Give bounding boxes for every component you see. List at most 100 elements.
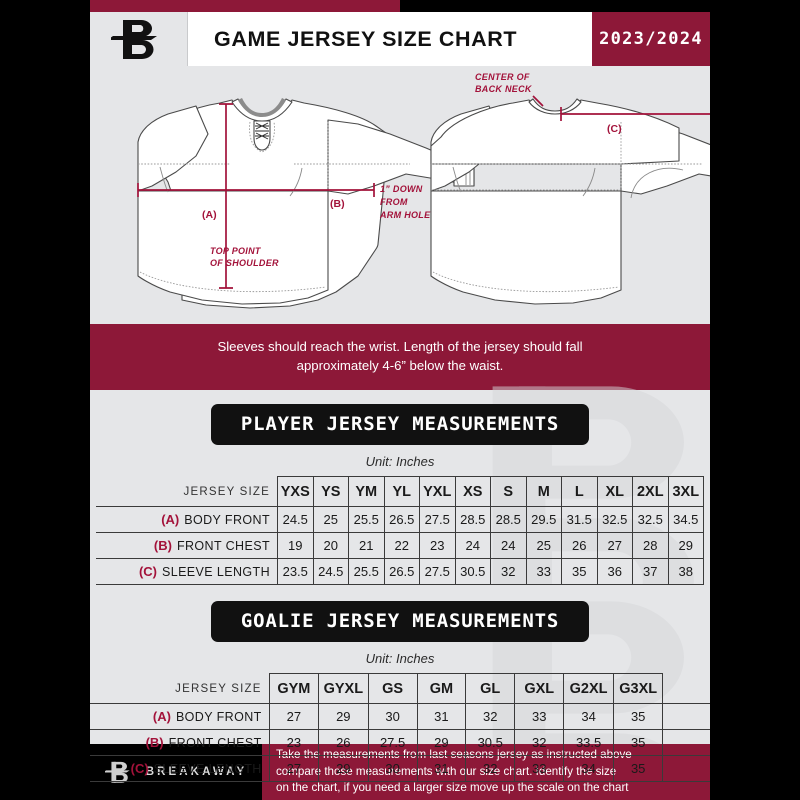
- goalie-table-body: JERSEY SIZE GYM GYXL GS GM GL GXL G2XL G3XL (A) BO…: [90, 673, 710, 783]
- measurement-cell: 26: [561, 532, 598, 560]
- back-jersey-illustration: (C) CENTER OF BACK NECK: [430, 72, 710, 305]
- table-row: (B) FRONT CHEST 19 20 21 22 23 24 24 25 26 27 28 29: [96, 532, 704, 560]
- top-strip-black: [400, 0, 710, 12]
- measurement-cell: 28.5: [490, 506, 527, 534]
- measurement-cell: 30.5: [465, 729, 516, 757]
- measurement-cell: 23: [268, 729, 319, 757]
- measurement-label-cell: (B) FRONT CHEST: [90, 729, 270, 757]
- measurement-cell: 26.5: [383, 558, 420, 586]
- measurement-tag: (B): [153, 538, 172, 554]
- measurement-label-cell: (A) BODY FRONT: [90, 703, 270, 731]
- table-header-row: JERSEY SIZE GYM GYXL GS GM GL GXL G2XL G3XL: [90, 673, 710, 705]
- footer-line3: on the chart, if you need a larger size …: [276, 781, 629, 795]
- measurement-cell: 32: [465, 703, 516, 731]
- title-container: GAME JERSEY SIZE CHART: [187, 12, 592, 66]
- measurement-cell: 29: [416, 729, 467, 757]
- measurement-tag: (A): [152, 709, 171, 725]
- player-unit: Unit: Inches: [365, 454, 435, 470]
- measurement-cell: 35: [612, 729, 664, 757]
- measurement-cell: 34: [563, 755, 614, 783]
- page-header: GAME JERSEY SIZE CHART 2023/2024: [90, 12, 710, 66]
- fit-note-band: Sleeves should reach the wrist. Length o…: [90, 324, 710, 391]
- jersey-size-label: JERSEY SIZE: [90, 673, 270, 705]
- size-header-cell: S: [490, 476, 527, 508]
- size-header-cell: YXL: [419, 476, 456, 508]
- size-header-cell: YS: [312, 476, 349, 508]
- measurement-tag: (C): [130, 761, 149, 777]
- player-table-body: JERSEY SIZE YXS YS YM YL YXL XS S M L XL 2XL 3XL (A) B…: [96, 476, 704, 586]
- measurement-name: FRONT CHEST: [168, 736, 262, 751]
- measurement-cell: 32.5: [632, 506, 669, 534]
- size-header-cell: YXS: [277, 476, 314, 508]
- measurement-cell: 31.5: [561, 506, 598, 534]
- fit-note-line1: Sleeves should reach the wrist. Length o…: [217, 339, 583, 354]
- size-header-cell: XL: [596, 476, 633, 508]
- measurement-cell: 25: [312, 506, 349, 534]
- measurement-cell: 31: [416, 755, 467, 783]
- size-header-cell: YL: [383, 476, 420, 508]
- jersey-size-label: JERSEY SIZE: [96, 476, 278, 508]
- measurement-name: BODY FRONT: [175, 710, 262, 725]
- marker-c: (C): [607, 123, 622, 135]
- measurement-cell: 32: [465, 755, 516, 783]
- size-chart-page: GAME JERSEY SIZE CHART 2023/2024 .out{fi…: [90, 0, 710, 800]
- measurement-cell: 27.5: [419, 506, 456, 534]
- measurement-cell: 27.5: [419, 558, 456, 586]
- size-header-cell: 2XL: [632, 476, 669, 508]
- measurement-label-cell: (C) SLEEVE LENGTH: [90, 755, 270, 783]
- label-b-line2: FROM: [380, 197, 408, 207]
- measurement-cell: 21: [348, 532, 385, 560]
- empty-cell: [662, 673, 710, 705]
- measurement-cell: 35: [561, 558, 598, 586]
- table-header-row: JERSEY SIZE YXS YS YM YL YXL XS S M L XL 2XL 3XL: [96, 476, 704, 508]
- measurement-cell: 32: [514, 729, 565, 757]
- size-header-cell: YM: [348, 476, 385, 508]
- dimension-a: (A) TOP POINT OF SHOULDER: [202, 103, 279, 289]
- season-container: 2023/2024: [592, 12, 710, 66]
- measurement-cell: 30: [367, 755, 418, 783]
- measurement-label-cell: (B) FRONT CHEST: [96, 532, 278, 560]
- size-header-cell: G2XL: [563, 673, 614, 705]
- table-row: (A) BODY FRONT 27 29 30 31 32 33 34 35: [90, 703, 710, 731]
- measurement-cell: 31: [416, 703, 467, 731]
- label-b-line3: ARM HOLE: [379, 210, 431, 220]
- measurement-name: BODY FRONT: [184, 513, 270, 528]
- dimension-b: (B) 1” DOWN FROM ARM HOLE: [137, 183, 431, 220]
- measurement-cell: 32.5: [596, 506, 633, 534]
- table-row: (C) SLEEVE LENGTH 23.5 24.5 25.5 26.5 27.5 30.5…: [96, 558, 704, 586]
- measurement-cell: 26.5: [383, 506, 420, 534]
- measurement-cell: 34: [563, 703, 614, 731]
- measurement-cell: 33.5: [563, 729, 614, 757]
- size-header-cell: GYM: [268, 673, 319, 705]
- dimension-c: (C) CENTER OF BACK NECK: [475, 72, 710, 135]
- player-section: PLAYER JERSEY MEASUREMENTS Unit: Inches …: [90, 386, 710, 645]
- measurement-cell: 27: [268, 755, 319, 783]
- measurement-cell: 32: [490, 558, 527, 586]
- top-strips: [90, 0, 710, 12]
- measurement-name: SLEEVE LENGTH: [161, 565, 270, 580]
- measurement-cell: 33: [514, 755, 565, 783]
- measurement-cell: 22: [383, 532, 420, 560]
- measurement-tag: (A): [161, 512, 180, 528]
- size-header-cell: GM: [416, 673, 467, 705]
- label-b-line1: 1” DOWN: [380, 184, 423, 194]
- page-title: GAME JERSEY SIZE CHART: [214, 26, 518, 51]
- empty-cell: [662, 755, 710, 783]
- measurement-tag: (B): [145, 735, 164, 751]
- measurement-label-cell: (C) SLEEVE LENGTH: [96, 558, 278, 586]
- measurement-cell: 20: [312, 532, 349, 560]
- measurement-tag: (C): [138, 564, 157, 580]
- measurement-cell: 28: [632, 532, 669, 560]
- player-heading: PLAYER JERSEY MEASUREMENTS: [210, 404, 590, 446]
- goalie-size-table: JERSEY SIZE GYM GYXL GS GM GL GXL G2XL G3XL (A) BO…: [90, 673, 710, 783]
- goalie-heading-wrap: GOALIE JERSEY MEASUREMENTS: [90, 601, 710, 643]
- season-label: 2023/2024: [599, 29, 703, 49]
- measurement-cell: 25.5: [348, 558, 385, 586]
- size-header-cell: G3XL: [612, 673, 664, 705]
- goalie-section: GOALIE JERSEY MEASUREMENTS Unit: Inches …: [90, 585, 710, 800]
- measurement-cell: 25: [525, 532, 562, 560]
- measurement-cell: 28.5: [454, 506, 491, 534]
- measurement-cell: 35: [612, 703, 664, 731]
- measurement-label-cell: (A) BODY FRONT: [96, 506, 278, 534]
- measurement-cell: 23: [419, 532, 456, 560]
